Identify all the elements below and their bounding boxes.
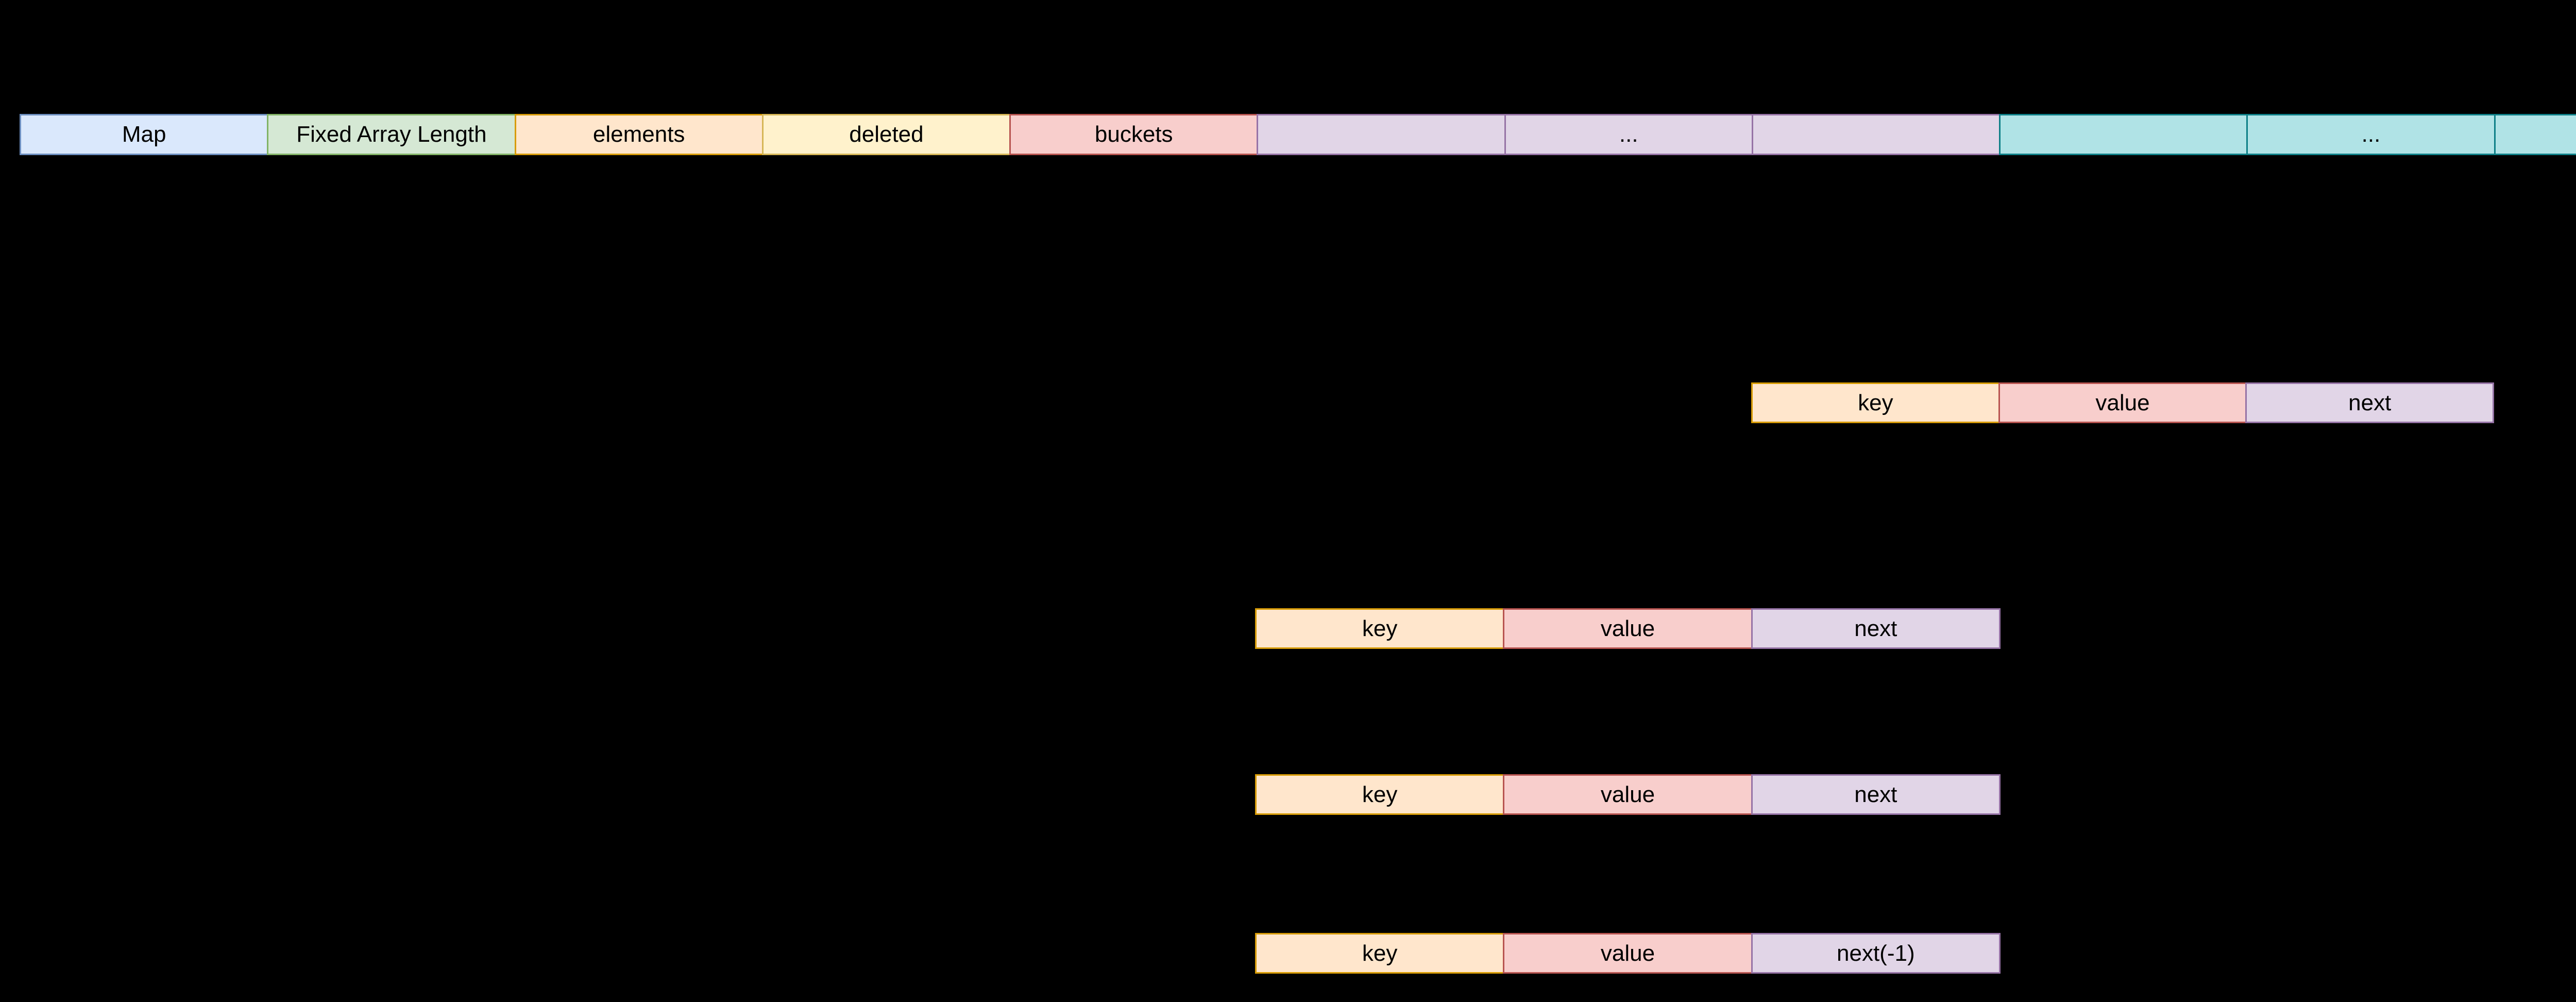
entry-next-cell: next(-1)	[1751, 933, 2001, 974]
bucket-slot-last-cell	[1751, 114, 2001, 155]
elements-cell: elements	[514, 114, 764, 155]
deleted-cell: deleted	[761, 114, 1011, 155]
overflow-slot-first-cell	[1999, 114, 2248, 155]
entry-next-cell: next	[1751, 608, 2001, 649]
entry-key-cell: key	[1255, 933, 1505, 974]
entry-next-cell: next	[1751, 774, 2001, 815]
bucket-slot-ellipsis-cell: ...	[1504, 114, 1753, 155]
overflow-slot-last-cell	[2494, 114, 2576, 155]
entry-next-cell: next	[2245, 382, 2495, 423]
fixed-array-length-cell: Fixed Array Length	[267, 114, 516, 155]
entry-key-cell: key	[1751, 382, 2000, 423]
map-cell: Map	[20, 114, 269, 155]
entry-key-cell: key	[1255, 774, 1505, 815]
entry-value-cell: value	[1998, 382, 2247, 423]
entry-value-cell: value	[1503, 774, 1753, 815]
entry-node: key value next	[1255, 608, 2001, 649]
buckets-cell: buckets	[1009, 114, 1259, 155]
overflow-slot-ellipsis-cell: ...	[2246, 114, 2496, 155]
map-structure-row: Map Fixed Array Length elements deleted …	[20, 114, 2576, 155]
entry-key-cell: key	[1255, 608, 1505, 649]
entry-node: key value next	[1751, 382, 2495, 423]
bucket-slot-first-cell	[1257, 114, 1506, 155]
entry-value-cell: value	[1503, 933, 1753, 974]
entry-node: key value next	[1255, 774, 2001, 815]
entry-node: key value next(-1)	[1255, 933, 2001, 974]
entry-value-cell: value	[1503, 608, 1753, 649]
